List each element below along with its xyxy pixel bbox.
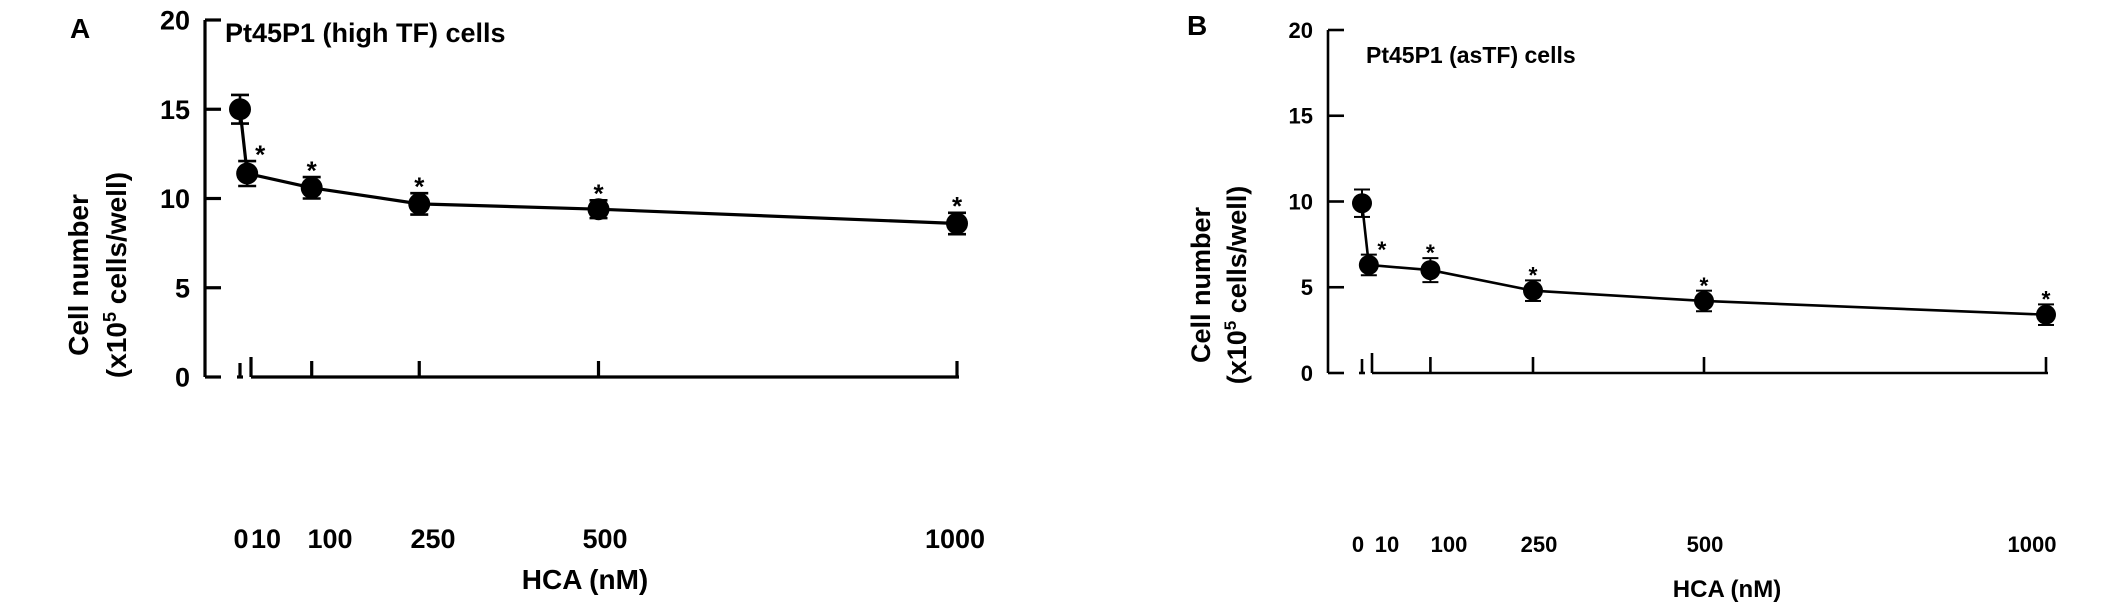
x-axis-label-a: HCA (nM) xyxy=(522,564,648,595)
data-point-b xyxy=(1420,260,1441,281)
x-tick-label-a: 10 xyxy=(251,524,281,554)
data-point-b xyxy=(1523,280,1543,301)
y-tick-label-a: 0 xyxy=(175,363,190,393)
y-axis-label-a-line1: Cell number xyxy=(63,194,94,356)
y-axis-label-b-line1: Cell number xyxy=(1186,206,1216,363)
panel-label-a: A xyxy=(70,13,90,44)
x-axis-label-b: HCA (nM) xyxy=(1673,576,1781,603)
x-tick-label-a: 1000 xyxy=(925,524,985,554)
y-tick-label-b: 10 xyxy=(1289,189,1313,214)
y-axis-label-a: Cell number (x105 cells/well) xyxy=(63,172,132,378)
data-point-a xyxy=(236,162,259,185)
y-tick-label-b: 15 xyxy=(1289,104,1313,129)
significance-marker-a: * xyxy=(307,155,318,185)
x-tick-label-a: 0 xyxy=(233,524,248,554)
significance-marker-a: * xyxy=(255,139,266,169)
data-point-b xyxy=(1352,193,1372,214)
data-point-b xyxy=(1358,254,1379,275)
significance-marker-b: * xyxy=(2042,286,2051,312)
data-point-a xyxy=(946,212,968,235)
plot-area-b: 0 5 10 15 20 0 10 100 250 500 1000 * * * * * xyxy=(1289,18,2057,557)
y-tick-label-a: 10 xyxy=(160,184,190,214)
y-axis-label-b: Cell number (x105 cells/well) xyxy=(1186,186,1252,385)
x-tick-label-b: 10 xyxy=(1375,532,1399,557)
x-tick-label-b: 100 xyxy=(1431,532,1468,557)
y-axis-label-a-line2: (x105 cells/well) xyxy=(100,172,132,378)
significance-marker-a: * xyxy=(414,171,425,201)
significance-marker-a: * xyxy=(593,179,604,209)
x-tick-label-b: 1000 xyxy=(2008,532,2057,557)
y-tick-label-a: 5 xyxy=(175,273,190,303)
x-tick-label-b: 0 xyxy=(1352,532,1364,557)
data-point-b xyxy=(2036,304,2056,325)
data-point-a xyxy=(229,98,251,121)
significance-marker-b: * xyxy=(1426,240,1435,266)
significance-marker-b: * xyxy=(1377,236,1386,262)
x-tick-label-a: 500 xyxy=(582,524,627,554)
significance-marker-b: * xyxy=(1529,262,1538,288)
x-tick-label-a: 100 xyxy=(307,524,352,554)
significance-marker-a: * xyxy=(952,191,963,221)
panel-b: B Pt45P1 (asTF) cells HCA (nM) Cell numb… xyxy=(1186,10,2056,603)
data-point-b xyxy=(1694,290,1714,311)
y-tick-label-b: 20 xyxy=(1289,18,1313,43)
x-tick-label-a: 250 xyxy=(410,524,455,554)
data-point-a xyxy=(408,192,431,215)
chart-title-a: Pt45P1 (high TF) cells xyxy=(225,18,506,48)
x-tick-label-b: 250 xyxy=(1521,532,1558,557)
y-tick-label-a: 15 xyxy=(160,95,190,125)
y-axis-label-b-line2: (x105 cells/well) xyxy=(1221,186,1252,385)
significance-marker-b: * xyxy=(1700,272,1709,298)
y-tick-label-b: 5 xyxy=(1301,275,1313,300)
panel-a: A Pt45P1 (high TF) cells HCA (nM) Cell n… xyxy=(63,6,985,595)
y-tick-label-a: 20 xyxy=(160,6,190,36)
panel-label-b: B xyxy=(1187,10,1207,41)
y-tick-label-b: 0 xyxy=(1301,361,1313,386)
x-tick-label-b: 500 xyxy=(1687,532,1724,557)
data-point-a xyxy=(587,198,610,221)
data-point-a xyxy=(300,176,323,199)
chart-title-b: Pt45P1 (asTF) cells xyxy=(1366,42,1576,68)
